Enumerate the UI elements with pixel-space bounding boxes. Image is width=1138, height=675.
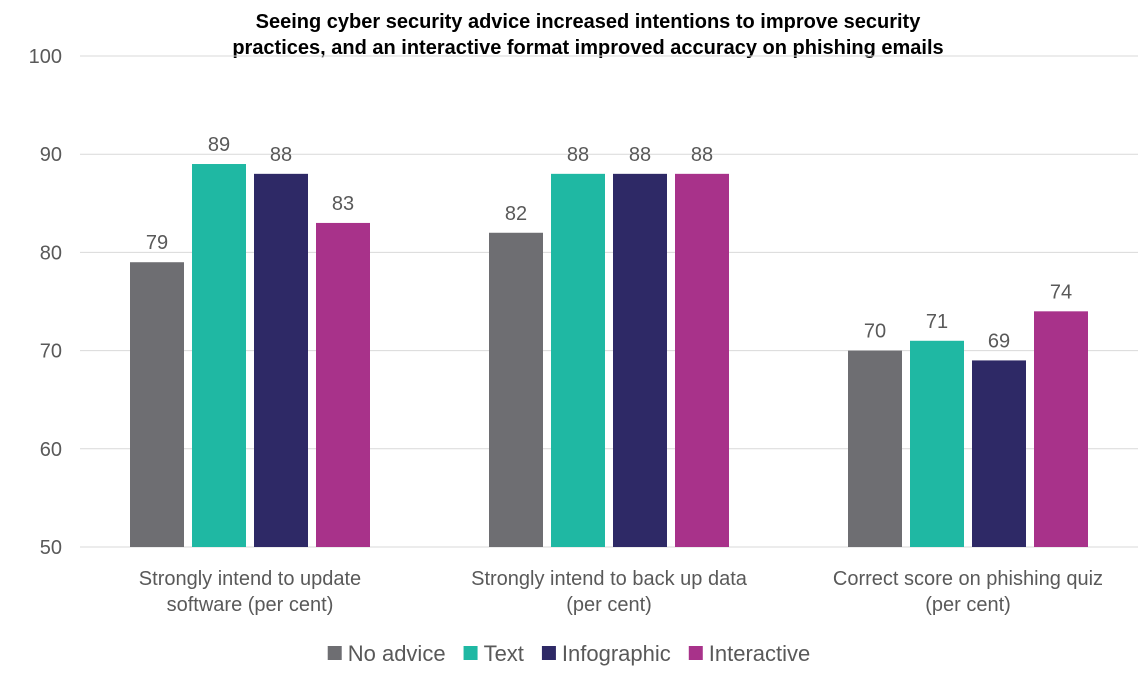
x-category-label: software (per cent) (167, 594, 334, 616)
bar (848, 350, 902, 547)
legend-swatch (327, 646, 342, 660)
legend-swatch (541, 646, 556, 660)
data-labels: 79 89 88 83 82 88 88 88 70 71 69 74 (146, 134, 1072, 352)
x-category-label: Correct score on phishing quiz (833, 568, 1103, 590)
data-label: 74 (1050, 281, 1072, 303)
y-tick-label: 100 (29, 46, 62, 68)
data-label: 70 (864, 321, 886, 343)
data-label: 88 (567, 144, 589, 166)
bar (130, 262, 184, 547)
bar (972, 360, 1026, 547)
legend-label: Infographic (562, 641, 671, 666)
x-category-label: Strongly intend to update (139, 568, 361, 590)
x-category-label: Strongly intend to back up data (471, 568, 748, 590)
data-label: 88 (270, 144, 292, 166)
data-label: 88 (629, 144, 651, 166)
data-label: 69 (988, 330, 1010, 352)
legend-label: Text (484, 641, 524, 666)
y-axis-tick-labels: 50 60 70 80 90 100 (29, 46, 62, 559)
bar (1034, 311, 1088, 547)
bar (613, 173, 667, 547)
bar (489, 232, 543, 547)
data-label: 82 (505, 203, 527, 225)
legend-swatch (463, 646, 478, 660)
bar (192, 164, 246, 547)
data-label: 89 (208, 134, 230, 156)
y-tick-label: 60 (40, 439, 62, 461)
bars (130, 164, 1088, 547)
x-category-label: (per cent) (925, 594, 1011, 616)
y-tick-label: 50 (40, 537, 62, 559)
y-tick-label: 80 (40, 242, 62, 264)
chart-title-line-2: practices, and an interactive format imp… (232, 37, 943, 59)
x-axis-category-labels: Strongly intend to update software (per c… (139, 568, 1103, 616)
bar (551, 173, 605, 547)
legend-swatch (688, 646, 703, 660)
data-label: 71 (926, 311, 948, 333)
legend-label: No advice (348, 641, 446, 666)
legend-label: Interactive (709, 641, 811, 666)
y-tick-label: 90 (40, 144, 62, 166)
bar (316, 222, 370, 547)
data-label: 83 (332, 193, 354, 215)
chart-title-line-1: Seeing cyber security advice increased i… (256, 11, 922, 33)
x-category-label: (per cent) (566, 594, 652, 616)
chart-title: Seeing cyber security advice increased i… (232, 11, 943, 59)
bar (675, 173, 729, 547)
bar (254, 173, 308, 547)
legend: No advice Text Infographic Interactive (327, 641, 811, 666)
data-label: 88 (691, 144, 713, 166)
data-label: 79 (146, 232, 168, 254)
y-tick-label: 70 (40, 341, 62, 363)
bar (910, 340, 964, 547)
